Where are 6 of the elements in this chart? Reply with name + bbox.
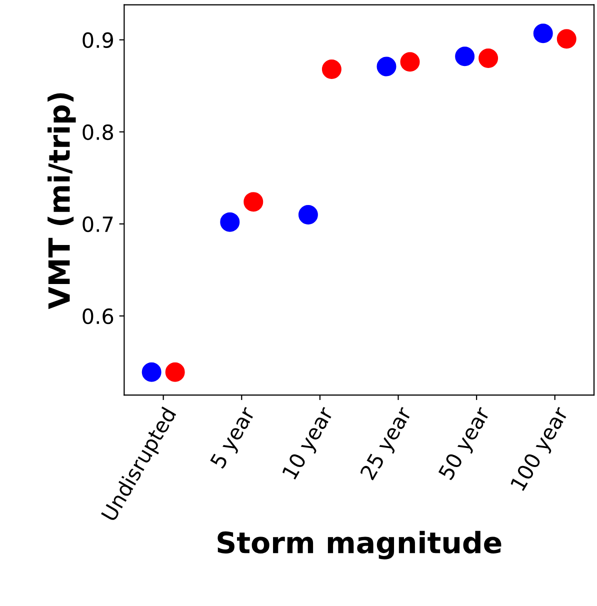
y-tick-label: 0.6 [82,308,114,324]
y-tick-label: 0.8 [82,124,114,140]
x-axis-title: Storm magnitude [218,530,502,560]
y-axis-title: VMT (mi/trip) [48,93,76,310]
y-tick-label: 0.9 [82,32,113,48]
y-tick-label: 0.7 [82,216,113,232]
